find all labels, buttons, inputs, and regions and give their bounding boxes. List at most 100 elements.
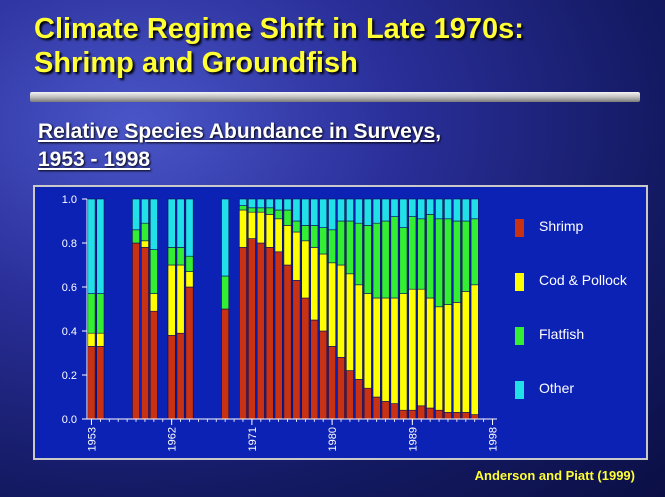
bar-other-1964 bbox=[185, 198, 194, 257]
bar-cod-pollock-1975 bbox=[283, 225, 292, 266]
y-tick-label: 1.0 bbox=[62, 194, 77, 206]
bar-shrimp-1993 bbox=[444, 412, 452, 420]
bar-other-1954 bbox=[96, 198, 105, 294]
bar-flatfish-1964 bbox=[185, 255, 194, 272]
bar-other-1990 bbox=[417, 198, 426, 220]
bar-flatfish-1963 bbox=[176, 247, 185, 266]
bar-shrimp-1985 bbox=[372, 396, 381, 420]
y-tick-label: 0.4 bbox=[62, 326, 77, 338]
chart-panel: 0.0 0.2 0.4 0.6 0.8 1.0 1953 1962 1971 1980 1989 19… bbox=[33, 185, 648, 460]
bar-other-1983 bbox=[354, 198, 363, 224]
bar-flatfish-1953 bbox=[87, 293, 96, 334]
x-tick-label: 1971 bbox=[247, 427, 259, 451]
bar-other-1976 bbox=[292, 198, 301, 222]
stacked-bar-chart: 0.0 0.2 0.4 0.6 0.8 1.0 1953 1962 1971 1980 1989 19… bbox=[62, 194, 628, 451]
y-tick-label: 0.0 bbox=[62, 414, 77, 426]
bar-shrimp-1963 bbox=[176, 332, 185, 420]
bar-other-1953 bbox=[87, 198, 96, 294]
bar-cod-pollock-1962 bbox=[167, 264, 176, 336]
bar-other-1960 bbox=[149, 198, 158, 250]
bar-other-1971 bbox=[247, 198, 256, 209]
bar-other-1977 bbox=[301, 198, 310, 226]
legend-swatch-other bbox=[515, 381, 524, 399]
bar-flatfish-1985 bbox=[372, 222, 381, 299]
bar-cod-pollock-1988 bbox=[399, 293, 408, 411]
x-tick-label: 1989 bbox=[407, 427, 419, 451]
bar-other-1989 bbox=[408, 198, 417, 217]
bar-shrimp-1978 bbox=[310, 319, 319, 420]
chart-subtitle: Relative Species Abundance in Surveys, 1… bbox=[38, 118, 441, 174]
bar-cod-pollock-1985 bbox=[372, 297, 381, 398]
bar-flatfish-1992 bbox=[435, 218, 444, 308]
x-tick-label: 1980 bbox=[327, 427, 339, 451]
bar-other-1988 bbox=[399, 198, 408, 228]
bar-shrimp-1994 bbox=[452, 412, 461, 420]
bar-shrimp-1959 bbox=[140, 247, 149, 420]
bar-other-1981 bbox=[337, 198, 345, 222]
bar-shrimp-1989 bbox=[408, 409, 417, 420]
bar-cod-pollock-1983 bbox=[354, 284, 363, 380]
bar-flatfish-1959 bbox=[140, 222, 149, 242]
bar-cod-pollock-1978 bbox=[310, 247, 319, 321]
bar-shrimp-1996 bbox=[470, 414, 479, 420]
bar-shrimp-1990 bbox=[417, 405, 426, 420]
x-tick-label: 1962 bbox=[167, 427, 179, 451]
bar-other-1979 bbox=[319, 198, 328, 228]
bar-cod-pollock-1970 bbox=[239, 209, 247, 248]
bar-cod-pollock-1959 bbox=[140, 240, 149, 248]
bar-cod-pollock-1976 bbox=[292, 231, 301, 281]
bar-shrimp-1971 bbox=[247, 238, 256, 420]
bar-other-1987 bbox=[390, 198, 399, 217]
bar-other-1968 bbox=[221, 198, 230, 277]
bar-flatfish-1975 bbox=[283, 209, 292, 226]
bar-cod-pollock-1979 bbox=[319, 253, 328, 332]
bar-cod-pollock-1992 bbox=[435, 306, 444, 411]
bar-other-1962 bbox=[167, 198, 176, 248]
bar-flatfish-1980 bbox=[328, 229, 337, 264]
source-credit: Anderson and Piatt (1999) bbox=[474, 468, 635, 483]
bar-other-1975 bbox=[283, 198, 292, 211]
bar-shrimp-1987 bbox=[390, 403, 399, 420]
bar-cod-pollock-1974 bbox=[274, 218, 283, 253]
bar-flatfish-1987 bbox=[390, 216, 399, 299]
bar-flatfish-1978 bbox=[310, 225, 319, 248]
bar-shrimp-1974 bbox=[274, 251, 283, 420]
title-divider bbox=[30, 92, 640, 102]
legend-label-flatfish: Flatfish bbox=[539, 326, 584, 342]
bar-other-1994 bbox=[452, 198, 461, 222]
bar-flatfish-1988 bbox=[399, 227, 408, 294]
bar-shrimp-1984 bbox=[363, 387, 372, 420]
bar-shrimp-1973 bbox=[265, 247, 274, 420]
bar-other-1996 bbox=[470, 198, 479, 220]
bar-flatfish-1954 bbox=[96, 293, 105, 334]
axes-group: 0.0 0.2 0.4 0.6 0.8 1.0 1953 1962 1971 1980 1989 19… bbox=[62, 194, 500, 451]
bar-shrimp-1979 bbox=[319, 330, 328, 420]
legend-label-other: Other bbox=[539, 380, 574, 396]
bar-flatfish-1989 bbox=[408, 216, 417, 290]
bar-flatfish-1983 bbox=[354, 222, 363, 286]
legend-swatch-cod-pollock bbox=[515, 273, 524, 291]
bar-cod-pollock-1991 bbox=[426, 297, 435, 409]
bar-flatfish-1962 bbox=[167, 247, 176, 266]
bar-shrimp-1977 bbox=[301, 297, 310, 420]
bar-flatfish-1958 bbox=[132, 229, 140, 244]
bar-cod-pollock-1989 bbox=[408, 288, 417, 411]
bar-cod-pollock-1987 bbox=[390, 297, 399, 404]
bar-other-1985 bbox=[372, 198, 381, 224]
bar-other-1986 bbox=[381, 198, 390, 222]
bar-flatfish-1971 bbox=[247, 207, 256, 213]
bar-cod-pollock-1973 bbox=[265, 214, 274, 248]
bar-cod-pollock-1980 bbox=[328, 262, 337, 347]
y-tick-label: 0.2 bbox=[62, 370, 77, 382]
bar-cod-pollock-1995 bbox=[461, 291, 470, 413]
bar-flatfish-1996 bbox=[470, 218, 479, 286]
legend-label-cod-pollock: Cod & Pollock bbox=[539, 272, 628, 288]
bar-cod-pollock-1994 bbox=[452, 302, 461, 413]
bar-shrimp-1962 bbox=[167, 335, 176, 420]
bar-cod-pollock-1964 bbox=[185, 271, 194, 288]
bar-shrimp-1982 bbox=[345, 370, 354, 420]
bar-cod-pollock-1963 bbox=[176, 264, 185, 334]
bar-other-1959 bbox=[140, 198, 149, 224]
bar-flatfish-1972 bbox=[256, 207, 265, 213]
x-tick-label: 1998 bbox=[488, 427, 500, 451]
